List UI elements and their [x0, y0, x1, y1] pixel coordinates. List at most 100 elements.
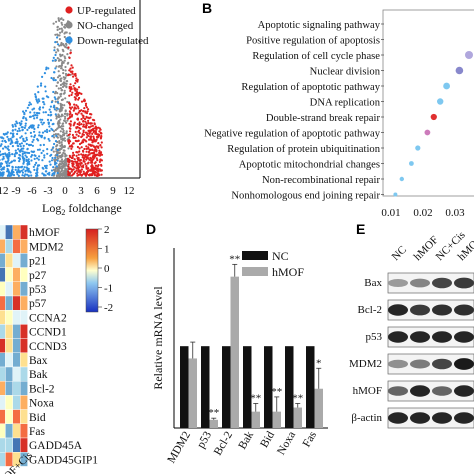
volcano-point-down	[54, 98, 57, 101]
bar-hmof	[209, 419, 218, 428]
volcano-point-down	[13, 153, 16, 156]
panel-label-e: E	[356, 221, 365, 237]
western-protein-label: hMOF	[353, 385, 382, 397]
volcano-point-up	[96, 159, 99, 162]
volcano-point-down	[24, 109, 28, 112]
volcano-point-up	[85, 150, 88, 153]
heatmap-cell	[20, 253, 28, 268]
volcano-point-up	[90, 113, 93, 116]
volcano-point-down	[36, 138, 39, 141]
bar-nc	[180, 346, 189, 428]
volcano-point-down	[0, 158, 1, 162]
volcano-point-nochange	[59, 102, 62, 105]
volcano-point-down	[33, 157, 36, 160]
enrichment-term-labels: Apoptotic signaling pathway Positive regu…	[204, 20, 384, 202]
enrichment-x-tick: 0.01	[381, 207, 400, 219]
heatmap-cell	[0, 295, 6, 311]
volcano-point-down	[2, 168, 5, 171]
volcano-point-up	[72, 136, 75, 139]
volcano-point-nochange	[59, 136, 62, 139]
heatmap-cell	[12, 409, 21, 425]
volcano-point-nochange	[59, 156, 62, 159]
volcano-point-up	[91, 159, 94, 162]
volcano-point-up	[73, 96, 76, 99]
volcano-point-up	[81, 114, 84, 117]
volcano-point-up	[68, 103, 72, 106]
volcano-point-down	[37, 98, 40, 101]
volcano-plot: UP-regulated NO-changed Down-regulated 1…	[0, 0, 149, 217]
heatmap-cell	[12, 324, 21, 339]
volcano-point-down	[50, 76, 53, 80]
volcano-point-up	[83, 107, 86, 110]
volcano-point-nochange	[64, 154, 67, 157]
enrichment-dot	[455, 66, 464, 75]
heatmap-cell	[20, 324, 28, 339]
volcano-point-down	[3, 139, 7, 142]
volcano-point-down	[8, 171, 11, 174]
volcano-point-nochange	[58, 38, 62, 41]
volcano-point-up	[85, 172, 89, 175]
volcano-point-nochange	[63, 26, 67, 29]
volcano-point-up	[71, 106, 74, 109]
volcano-point-nochange	[60, 21, 63, 24]
volcano-point-down	[20, 135, 23, 138]
heatmap-gene-label: CCNA2	[29, 312, 67, 324]
volcano-point-down	[23, 157, 26, 160]
volcano-point-down	[27, 159, 30, 163]
western-band	[454, 385, 474, 397]
volcano-point-up	[92, 171, 95, 174]
volcano-point-nochange	[52, 174, 56, 177]
volcano-point-down	[46, 148, 49, 151]
volcano-point-nochange	[62, 18, 65, 21]
volcano-point-down	[27, 104, 31, 107]
western-protein-label: Bcl-2	[358, 304, 382, 316]
volcano-point-nochange	[64, 160, 67, 164]
volcano-point-nochange	[60, 165, 64, 168]
volcano-point-up	[69, 89, 72, 93]
volcano-point-nochange	[59, 126, 62, 129]
volcano-point-down	[28, 162, 31, 166]
volcano-point-down	[27, 169, 30, 172]
heatmap-cell	[0, 281, 6, 297]
volcano-point-up	[81, 133, 84, 136]
volcano-point-up	[100, 169, 103, 172]
heatmap-cell	[0, 352, 6, 368]
volcano-point-down	[23, 174, 26, 177]
volcano-point-up	[76, 105, 79, 108]
volcano-point-up	[100, 135, 103, 138]
volcano-point-down	[30, 154, 34, 157]
heatmap-scale-label: 1	[104, 244, 110, 256]
volcano-point-up	[68, 102, 71, 105]
volcano-point-up	[100, 163, 103, 166]
volcano-point-down	[9, 132, 12, 135]
volcano-point-up	[91, 165, 94, 168]
heatmap-cell	[5, 310, 14, 325]
enrichment-term-label: DNA replication	[310, 98, 381, 109]
volcano-point-up	[91, 152, 94, 155]
volcano-point-down	[32, 124, 35, 127]
volcano-point-nochange	[55, 167, 59, 170]
volcano-point-up	[76, 174, 79, 177]
volcano-point-up	[72, 172, 75, 175]
volcano-point-up	[81, 149, 85, 152]
volcano-point-down	[44, 85, 47, 88]
heatmap-gene-label: p27	[29, 270, 47, 282]
volcano-point-nochange	[60, 104, 63, 107]
volcano-point-down	[18, 127, 21, 130]
volcano-point-nochange	[59, 83, 63, 87]
volcano-point-up	[100, 153, 104, 156]
bar-category-label: Noxa	[275, 430, 298, 458]
heatmap-gene-label: GADD45A	[29, 440, 83, 452]
volcano-point-up	[69, 127, 72, 130]
volcano-point-nochange	[61, 145, 64, 148]
western-protein-label: MDM2	[349, 358, 382, 370]
volcano-point-up	[82, 164, 85, 167]
volcano-point-down	[20, 122, 23, 125]
volcano-point-nochange	[54, 133, 58, 136]
volcano-point-up	[85, 145, 88, 148]
bar-hmof	[293, 407, 302, 428]
volcano-point-down	[48, 139, 51, 142]
bar-category-label: Fas	[301, 429, 320, 449]
volcano-point-up	[80, 146, 83, 149]
volcano-point-nochange	[56, 25, 59, 28]
